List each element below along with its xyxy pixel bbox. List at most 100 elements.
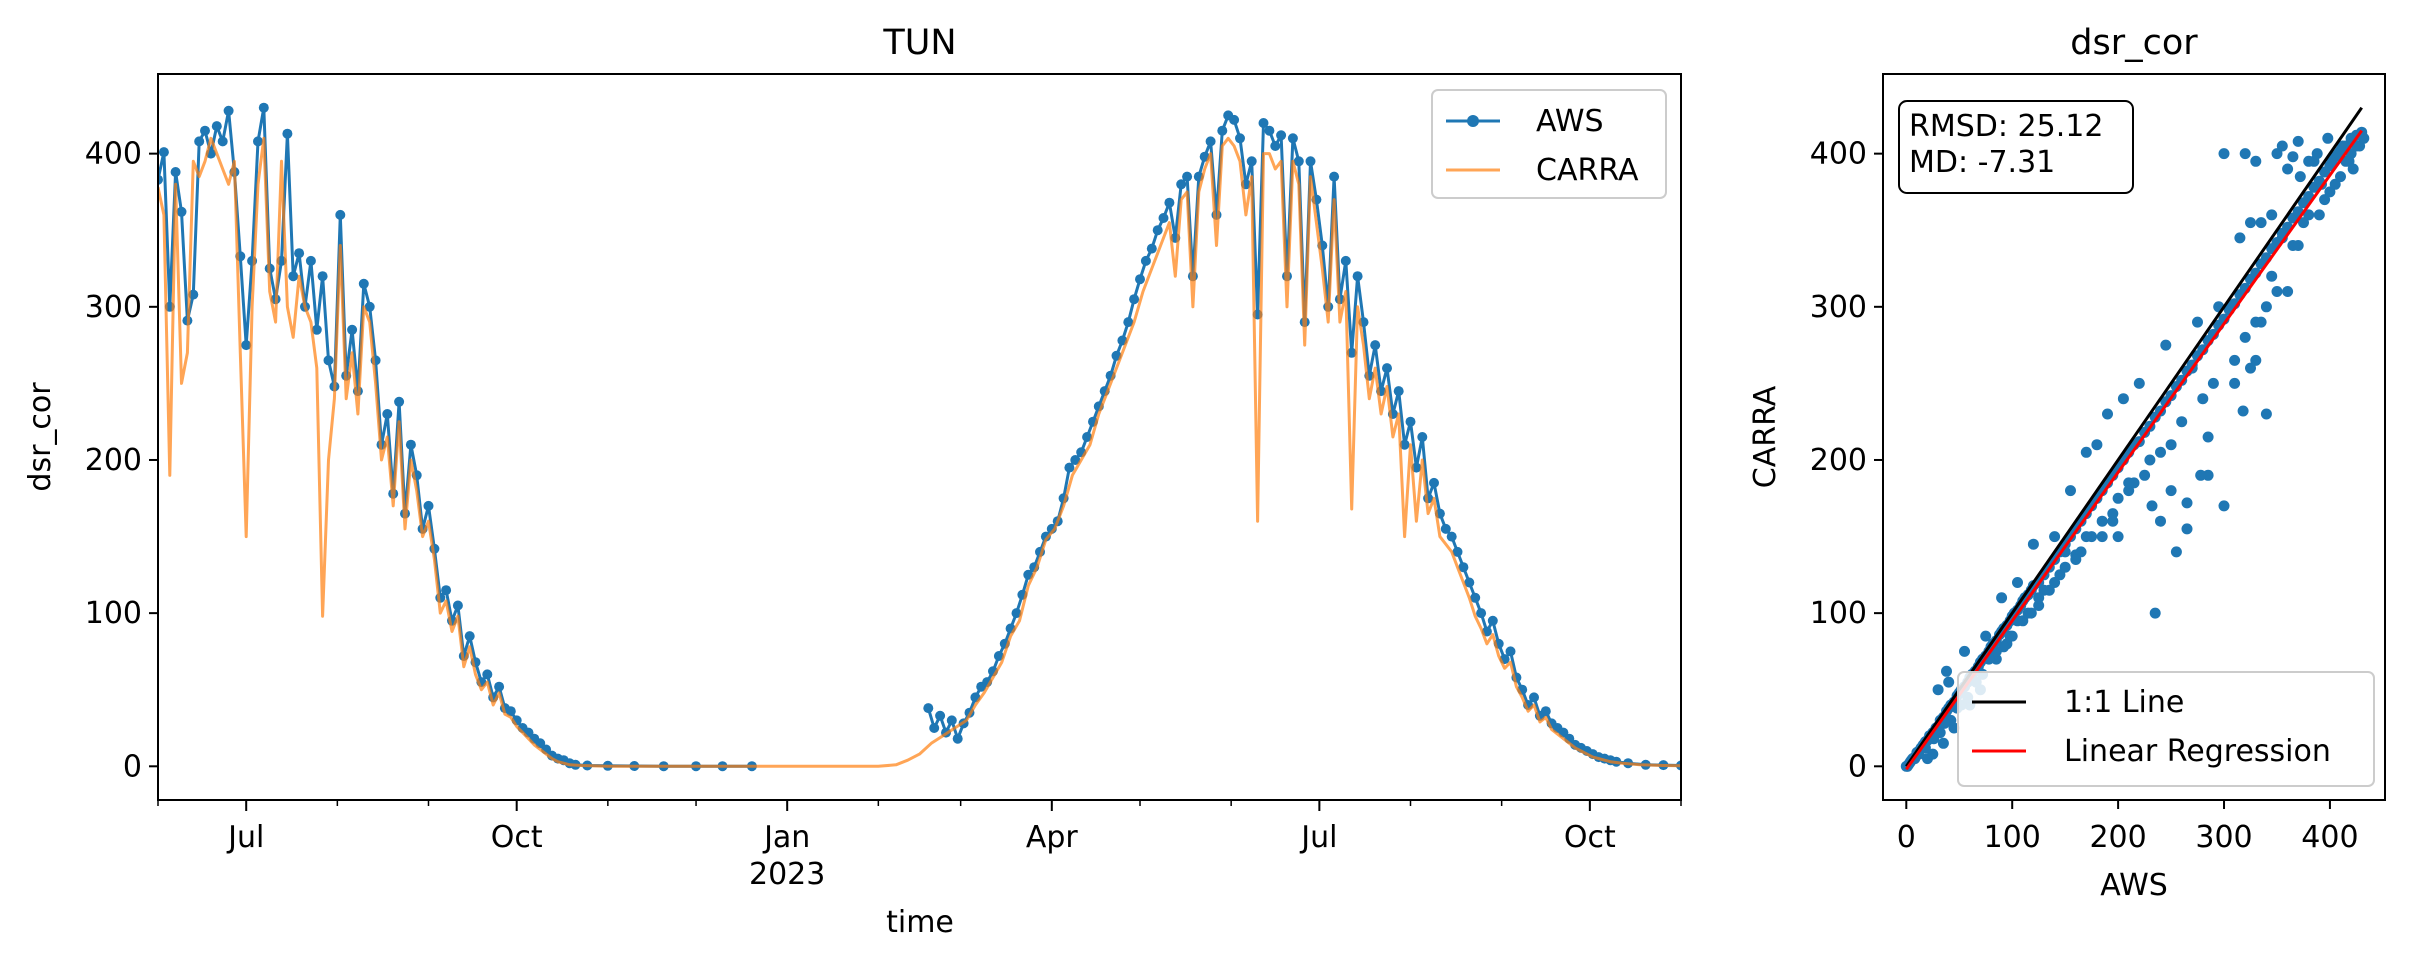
aws-data-point [1446,531,1457,542]
aws-data-point [258,102,269,113]
aws-data-point [1505,646,1516,657]
scatter-point [2298,217,2309,229]
time-series-title: TUN [882,23,956,63]
scatter-point [2112,531,2124,543]
scatter-point [2176,416,2188,428]
aws-data-point [1140,255,1151,266]
scatter-point [2229,354,2241,366]
aws-series-line [926,113,1681,767]
aws-data-point [211,121,222,132]
aws-data-point [1146,243,1157,254]
aws-data-point [1264,125,1275,136]
aws-data-point [423,500,434,511]
aws-data-point [405,439,416,450]
scatter-point [2358,132,2370,144]
aws-data-point [1176,179,1187,190]
scatter-point [2170,546,2182,558]
aws-data-point [952,733,963,744]
time-series-legend: AWS CARRA [1431,89,1667,199]
scatter-y-axis-label: CARRA [1748,385,1783,488]
aws-data-point [1246,156,1257,167]
scatter-point [2303,155,2315,167]
ts-y-tick-label: 200 [85,443,142,478]
aws-data-point [1158,213,1169,223]
scatter-point [2112,492,2124,504]
scatter-point [2197,344,2209,356]
scatter-point [2337,140,2349,152]
scatter-point [2218,148,2230,160]
aws-data-point [241,340,252,351]
scatter-point [1927,748,1939,760]
aws-data-point [1382,363,1392,374]
aws-data-point [1458,562,1469,573]
scatter-axes: 0 100 200 300 400 0 100 200 300 400 [1810,137,2359,855]
scatter-point [2294,171,2306,183]
scatter-point [1937,737,1949,749]
time-series-axes-frame [157,73,1682,801]
scatter-point [2192,316,2203,328]
scatter-point [2237,405,2249,417]
aws-data-point [394,396,405,407]
one-to-one-line [1905,106,2363,768]
scatter-point [1959,645,1970,657]
aws-data-point [929,723,940,733]
scatter-point [2260,408,2272,420]
legend-carra-label: CARRA [1536,153,1639,188]
aws-series-line [158,106,752,768]
scatter-point [2004,630,2016,642]
ts-x-tick-label: Jan [762,820,810,855]
aws-data-point [1352,271,1363,282]
scatter-point [2218,500,2230,512]
aws-data-point [1217,125,1228,136]
aws-data-point [1399,439,1410,450]
aws-data-point [946,715,957,726]
aws-data-point [1276,130,1287,141]
scatter-point [2271,286,2283,297]
scatter-axes-frame [1882,73,2386,801]
aws-data-point [1152,225,1163,236]
scatter-point [2255,316,2267,328]
scatter-point [2033,600,2045,611]
scatter-point [2165,439,2177,451]
scatter-point [2234,232,2246,244]
regression-line [1905,129,2363,771]
scatter-point [2080,531,2092,543]
scatter-point [2197,393,2209,405]
aws-data-point [194,136,205,147]
aws-data-point [382,409,393,419]
aws-data-point [1235,133,1245,144]
sc-x-tick-label: 0 [1897,820,1916,855]
scatter-point [2107,508,2119,520]
scatter-point [2144,454,2156,466]
aws-data-point [1470,592,1481,603]
aws-data-point [1429,477,1439,488]
aws-data-point [1229,114,1240,125]
scatter-point [2239,331,2251,343]
stats-rmsd: RMSD: 25.12 [1909,109,2103,144]
aws-data-point [1440,523,1451,534]
scatter-point [2202,431,2214,443]
aws-data-point [158,147,169,158]
legend-one-to-one-label: 1:1 Line [2064,685,2184,720]
scatter-point [2239,148,2251,160]
scatter-point [2313,209,2325,221]
scatter-point [2255,217,2267,229]
aws-data-point [1270,141,1281,151]
legend-aws-label: AWS [1536,104,1604,139]
aws-data-point [305,255,316,266]
aws-data-point [217,136,228,147]
aws-data-point [1529,692,1539,703]
time-series-series [158,102,1681,772]
scatter-point [2303,209,2315,221]
scatter-point [2207,377,2219,389]
scatter-point [2260,301,2272,313]
aws-data-point [1540,706,1551,717]
sc-y-tick-label: 400 [1810,137,1867,172]
aws-data-point [1287,133,1298,144]
aws-data-point [1258,118,1269,128]
aws-data-point [1293,156,1304,167]
stats-md: MD: -7.31 [1909,145,2055,180]
scatter-point [2102,408,2113,420]
